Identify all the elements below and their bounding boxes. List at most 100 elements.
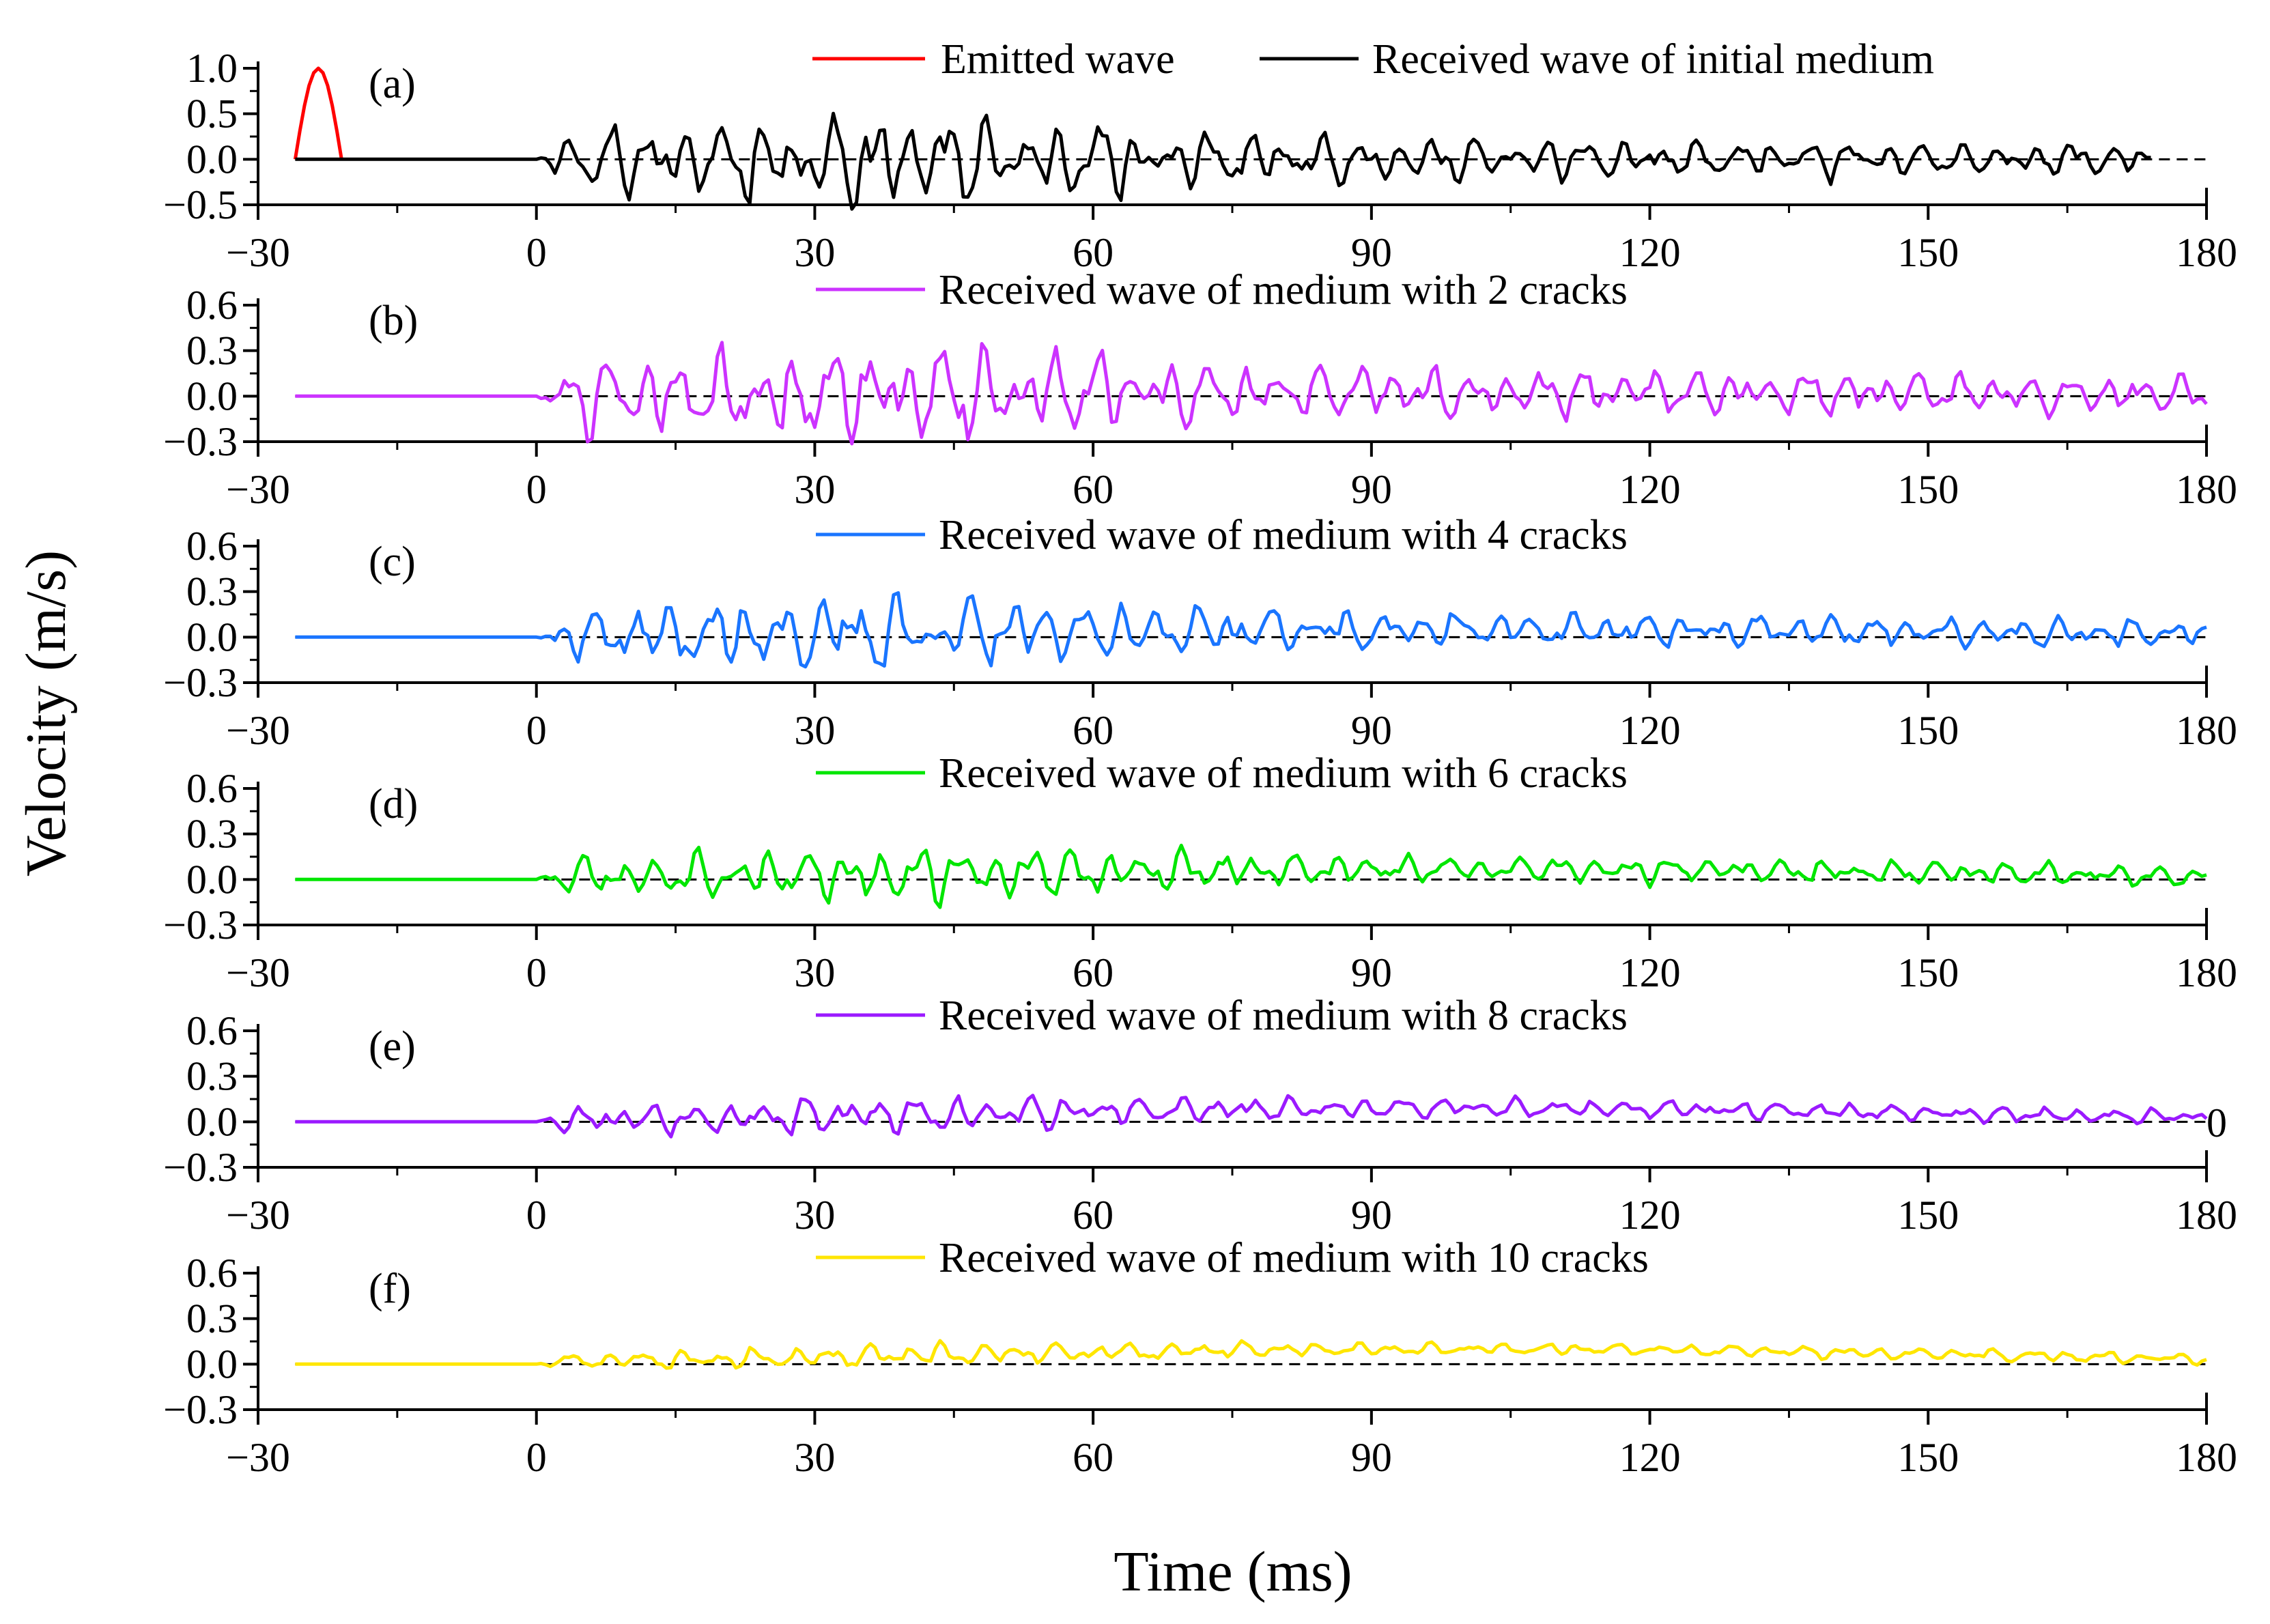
- x-tick-label: 0: [526, 950, 547, 995]
- y-axis-title: Velocity (m/s): [14, 550, 78, 877]
- y-tick-label: 0.6: [186, 283, 238, 328]
- y-tick-label: 0.3: [186, 812, 238, 857]
- x-axis-title: Time (ms): [1113, 1540, 1352, 1604]
- y-tick-label: 0.0: [186, 1341, 238, 1386]
- x-tick-label: 120: [1619, 1435, 1681, 1480]
- x-tick-label: 180: [2176, 708, 2237, 753]
- x-tick-label: 30: [794, 950, 835, 995]
- x-tick-label: 120: [1619, 230, 1681, 275]
- legend-label: Received wave of medium with 8 cracks: [939, 993, 1628, 1039]
- legend-label: Received wave of medium with 4 cracks: [939, 512, 1628, 558]
- x-tick-label: −30: [226, 230, 290, 275]
- x-tick-label: 60: [1073, 467, 1113, 512]
- x-tick-label: 60: [1073, 230, 1113, 275]
- x-tick-label: −30: [226, 467, 290, 512]
- x-tick-label: 150: [1897, 950, 1959, 995]
- x-tick-label: 0: [526, 467, 547, 512]
- y-tick-label: −0.3: [163, 902, 238, 948]
- legend-label: Received wave of medium with 2 cracks: [939, 267, 1628, 313]
- panel-e: −0.30.00.30.6 −30 0 30 60 90 120 150 180 (e) Recei…: [163, 993, 2237, 1238]
- x-tick-label: 120: [1619, 1193, 1681, 1238]
- y-tick-label: 0.3: [186, 1054, 238, 1099]
- series-line-received: [295, 591, 2207, 669]
- y-tick-label: 0.0: [186, 857, 238, 902]
- y-tick-label: 0.0: [186, 373, 238, 418]
- x-tick-label: 30: [794, 708, 835, 753]
- panels: −0.50.00.51.0−30 0 30 60 90 120 150 180(a)Emitt…: [163, 36, 2237, 1480]
- panel-tag: (e): [369, 1023, 416, 1070]
- legend-label: Received wave of medium with 10 cracks: [939, 1235, 1649, 1281]
- y-tick-label: 1.0: [186, 46, 238, 91]
- x-tick-label: −30: [226, 708, 290, 753]
- y-tick-label: 0.3: [186, 328, 238, 373]
- series-line-received: [295, 1339, 2207, 1370]
- y-tick-label: 0.6: [186, 524, 238, 569]
- x-tick-label: −30: [226, 1435, 290, 1480]
- x-tick-label: 180: [2176, 1435, 2237, 1480]
- y-tick-label: 0.6: [186, 766, 238, 811]
- x-tick-label: 30: [794, 230, 835, 275]
- series-line-emitted: [293, 66, 343, 160]
- x-tick-label: 60: [1073, 708, 1113, 753]
- panel-tag: (b): [369, 298, 418, 344]
- y-tick-label: 0.0: [186, 614, 238, 659]
- panel-d: −0.30.00.30.6 −30 0 30 60 90 120 150 180 (d) Recei…: [163, 750, 2237, 995]
- x-tick-label: 90: [1351, 950, 1392, 995]
- x-tick-label: 90: [1351, 467, 1392, 512]
- series-line-received: [295, 111, 2151, 211]
- x-tick-label: −30: [226, 1193, 290, 1238]
- x-tick-label: 30: [794, 1193, 835, 1238]
- panel-tag: (f): [369, 1266, 411, 1312]
- x-tick-label: 120: [1619, 950, 1681, 995]
- x-tick-label: 90: [1351, 1435, 1392, 1480]
- x-tick-label: 150: [1897, 230, 1959, 275]
- x-tick-label: 180: [2176, 1193, 2237, 1238]
- x-tick-label: 150: [1897, 467, 1959, 512]
- x-tick-label: 90: [1351, 230, 1392, 275]
- y-tick-label: −0.5: [163, 182, 238, 227]
- y-tick-label: 0.3: [186, 1296, 238, 1341]
- x-tick-label: 180: [2176, 230, 2237, 275]
- y-tick-label: 0.3: [186, 569, 238, 614]
- y-tick-label: −0.3: [163, 1145, 238, 1190]
- x-tick-label: 60: [1073, 950, 1113, 995]
- y-tick-label: 0.6: [186, 1251, 238, 1296]
- x-tick-label: 180: [2176, 467, 2237, 512]
- y-tick-label: 0.6: [186, 1008, 238, 1053]
- y-tick-label: 0.0: [186, 137, 238, 182]
- panel-tag: (a): [369, 61, 416, 107]
- x-tick-label: 120: [1619, 467, 1681, 512]
- y-tick-label: −0.3: [163, 660, 238, 705]
- x-tick-label: 0: [526, 708, 547, 753]
- series-line-received: [295, 341, 2208, 446]
- panel-tag: (d): [369, 781, 418, 827]
- panel-b: −0.30.00.30.6 −30 0 30 60 90 120 150 180 (b) Recei…: [163, 267, 2237, 512]
- y-tick-label: 0.5: [186, 91, 238, 137]
- x-tick-label: 90: [1351, 708, 1392, 753]
- x-tick-label: 150: [1897, 1193, 1959, 1238]
- y-tick-label: −0.3: [163, 1387, 238, 1432]
- x-tick-label: 180: [2176, 950, 2237, 995]
- x-tick-label: 120: [1619, 708, 1681, 753]
- x-tick-label: 150: [1897, 708, 1959, 753]
- series-line-received: [295, 843, 2207, 909]
- x-tick-label: 0: [526, 230, 547, 275]
- x-tick-label: 150: [1897, 1435, 1959, 1480]
- x-tick-label: 0: [526, 1435, 547, 1480]
- panel-c: −0.30.00.30.6 −30 0 30 60 90 120 150 180 (c) Recei…: [163, 512, 2237, 753]
- x-tick-label: 30: [794, 467, 835, 512]
- stray-zero-label: 0: [2207, 1100, 2227, 1145]
- x-tick-label: 0: [526, 1193, 547, 1238]
- panel-f: −0.30.00.30.6 −30 0 30 60 90 120 150 180 (f) Recei…: [163, 1235, 2237, 1480]
- x-tick-label: 30: [794, 1435, 835, 1480]
- x-tick-label: −30: [226, 950, 290, 995]
- legend-label: Received wave of medium with 6 cracks: [939, 750, 1628, 797]
- y-tick-label: 0.0: [186, 1099, 238, 1144]
- x-tick-label: 60: [1073, 1193, 1113, 1238]
- panel-a: −0.50.00.51.0 −30 0 30 60 90 120 150 180 (a) Emitt…: [163, 36, 2237, 275]
- series-line-received: [295, 1094, 2208, 1139]
- x-tick-label: 60: [1073, 1435, 1113, 1480]
- legend-label: Received wave of initial medium: [1372, 36, 1934, 83]
- panel-tag: (c): [369, 539, 416, 585]
